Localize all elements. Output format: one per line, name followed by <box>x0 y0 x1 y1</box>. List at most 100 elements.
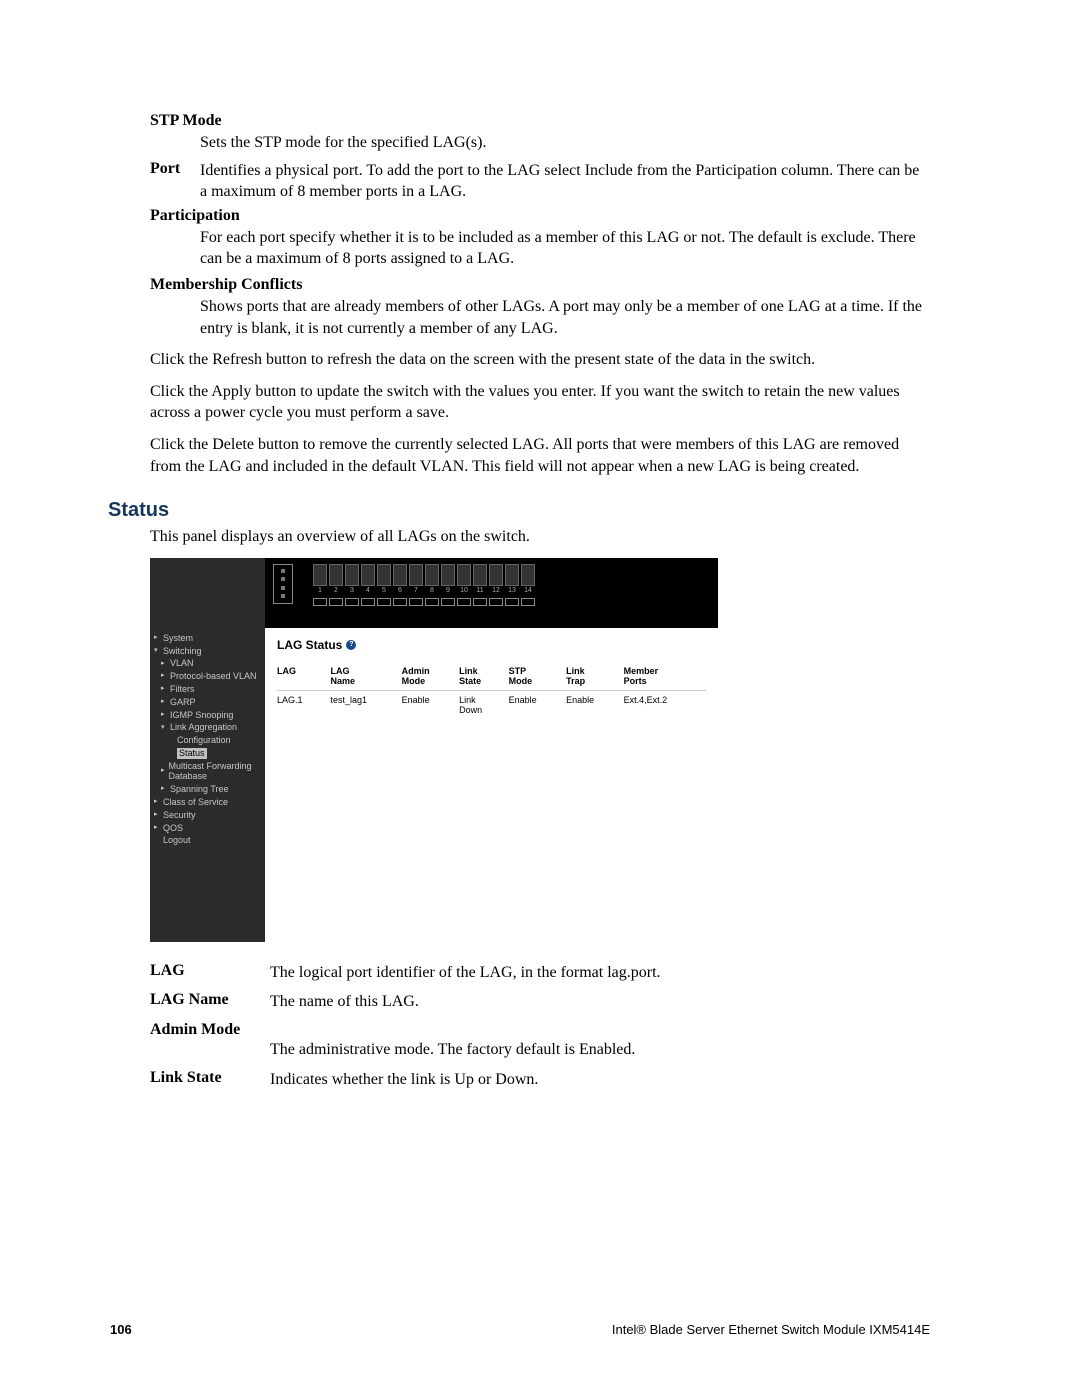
port-indicator <box>377 598 391 606</box>
sidebar-item[interactable]: ▸Protocol-based VLAN <box>154 670 261 683</box>
page-footer: 106 Intel® Blade Server Ethernet Switch … <box>110 1322 930 1337</box>
sidebar-item[interactable]: ▸GARP <box>154 696 261 709</box>
def-desc-lag: The logical port identifier of the LAG, … <box>270 962 930 984</box>
footer-product: Intel® Blade Server Ethernet Switch Modu… <box>612 1322 930 1337</box>
table-header: STPMode <box>509 664 567 691</box>
port-cell[interactable] <box>345 564 359 586</box>
port-grid: 1234567891011121314 <box>313 564 535 606</box>
port-indicator <box>441 598 455 606</box>
sidebar-item[interactable]: ▸Filters <box>154 683 261 696</box>
port-number: 9 <box>441 587 455 594</box>
port-cell[interactable] <box>329 564 343 586</box>
def-body-membership: Shows ports that are already members of … <box>200 296 930 339</box>
panel-title: LAG Status <box>277 638 342 652</box>
port-indicator <box>489 598 503 606</box>
port-cell[interactable] <box>361 564 375 586</box>
port-cell[interactable] <box>505 564 519 586</box>
port-number: 4 <box>361 587 375 594</box>
table-header: AdminMode <box>402 664 460 691</box>
section-intro: This panel displays an overview of all L… <box>150 526 930 548</box>
def-term-linkstate: Link State <box>150 1069 270 1091</box>
def-desc-adminmode: The administrative mode. The factory def… <box>270 1039 930 1061</box>
port-number: 11 <box>473 587 487 594</box>
table-cell: Ext.4,Ext.2 <box>624 690 706 717</box>
port-indicator <box>425 598 439 606</box>
port-indicator <box>361 598 375 606</box>
def-desc-linkstate: Indicates whether the link is Up or Down… <box>270 1069 930 1091</box>
table-cell: test_lag1 <box>331 690 402 717</box>
port-indicator <box>505 598 519 606</box>
sidebar-item[interactable]: ▸System <box>154 632 261 645</box>
sidebar-item[interactable]: ▸Class of Service <box>154 796 261 809</box>
port-number: 7 <box>409 587 423 594</box>
port-cell[interactable] <box>473 564 487 586</box>
panel-content: LAG Status ? LAGLAGNameAdminModeLinkStat… <box>265 628 718 942</box>
port-indicator <box>457 598 471 606</box>
sidebar-item[interactable]: Status <box>154 747 261 760</box>
def-term-stp-mode: STP Mode <box>150 112 930 130</box>
sidebar-item[interactable]: ▸QOS <box>154 822 261 835</box>
device-header: 1234567891011121314 <box>265 558 718 628</box>
sidebar-item[interactable]: Configuration <box>154 734 261 747</box>
port-cell[interactable] <box>457 564 471 586</box>
sidebar-item[interactable]: Logout <box>154 834 261 847</box>
table-cell: Enable <box>566 690 624 717</box>
port-cell[interactable] <box>313 564 327 586</box>
port-number: 12 <box>489 587 503 594</box>
table-header: LAGName <box>331 664 402 691</box>
def-term-lag: LAG <box>150 962 270 984</box>
table-header: LinkTrap <box>566 664 624 691</box>
port-indicator <box>473 598 487 606</box>
port-number: 10 <box>457 587 471 594</box>
def-body-stp-mode: Sets the STP mode for the specified LAG(… <box>200 132 930 154</box>
port-cell[interactable] <box>409 564 423 586</box>
port-cell[interactable] <box>441 564 455 586</box>
sidebar-item[interactable]: ▸Security <box>154 809 261 822</box>
port-number: 8 <box>425 587 439 594</box>
port-cell[interactable] <box>393 564 407 586</box>
def-body-participation: For each port specify whether it is to b… <box>200 227 930 270</box>
def-term-adminmode: Admin Mode <box>150 1021 930 1039</box>
port-cell[interactable] <box>521 564 535 586</box>
def-term-membership: Membership Conflicts <box>150 276 930 294</box>
port-number: 5 <box>377 587 391 594</box>
para-apply: Click the Apply button to update the swi… <box>150 381 930 424</box>
port-indicator <box>409 598 423 606</box>
port-indicator <box>329 598 343 606</box>
port-indicator <box>313 598 327 606</box>
port-number: 1 <box>313 587 327 594</box>
port-number: 14 <box>521 587 535 594</box>
sidebar-item[interactable]: ▸Multicast Forwarding Database <box>154 760 261 784</box>
sidebar-item[interactable]: ▸VLAN <box>154 657 261 670</box>
def-term-port: Port <box>150 160 200 203</box>
lag-status-table: LAGLAGNameAdminModeLinkStateSTPModeLinkT… <box>277 664 706 717</box>
table-cell: LinkDown <box>459 690 509 717</box>
def-desc-lagname: The name of this LAG. <box>270 991 930 1013</box>
port-cell[interactable] <box>377 564 391 586</box>
def-body-port: Identifies a physical port. To add the p… <box>200 160 930 203</box>
page-number: 106 <box>110 1322 132 1337</box>
port-cell[interactable] <box>425 564 439 586</box>
table-row: LAG.1test_lag1EnableLinkDownEnableEnable… <box>277 690 706 717</box>
sidebar-item[interactable]: ▾Link Aggregation <box>154 721 261 734</box>
sidebar-item[interactable]: ▸Spanning Tree <box>154 783 261 796</box>
section-title-status: Status <box>108 499 930 522</box>
port-number: 2 <box>329 587 343 594</box>
port-indicator <box>521 598 535 606</box>
def-term-lagname: LAG Name <box>150 991 270 1013</box>
sidebar-item[interactable]: ▾Switching <box>154 645 261 658</box>
sidebar-item[interactable]: ▸IGMP Snooping <box>154 709 261 722</box>
table-header: MemberPorts <box>624 664 706 691</box>
device-icon <box>273 564 293 604</box>
port-number: 13 <box>505 587 519 594</box>
table-header: LinkState <box>459 664 509 691</box>
para-refresh: Click the Refresh button to refresh the … <box>150 349 930 371</box>
table-cell: LAG.1 <box>277 690 331 717</box>
table-header: LAG <box>277 664 331 691</box>
def-term-participation: Participation <box>150 207 930 225</box>
port-indicator <box>345 598 359 606</box>
port-indicator <box>393 598 407 606</box>
help-icon[interactable]: ? <box>346 640 356 650</box>
screenshot-lag-status: ▸System▾Switching▸VLAN▸Protocol-based VL… <box>150 558 718 942</box>
port-cell[interactable] <box>489 564 503 586</box>
